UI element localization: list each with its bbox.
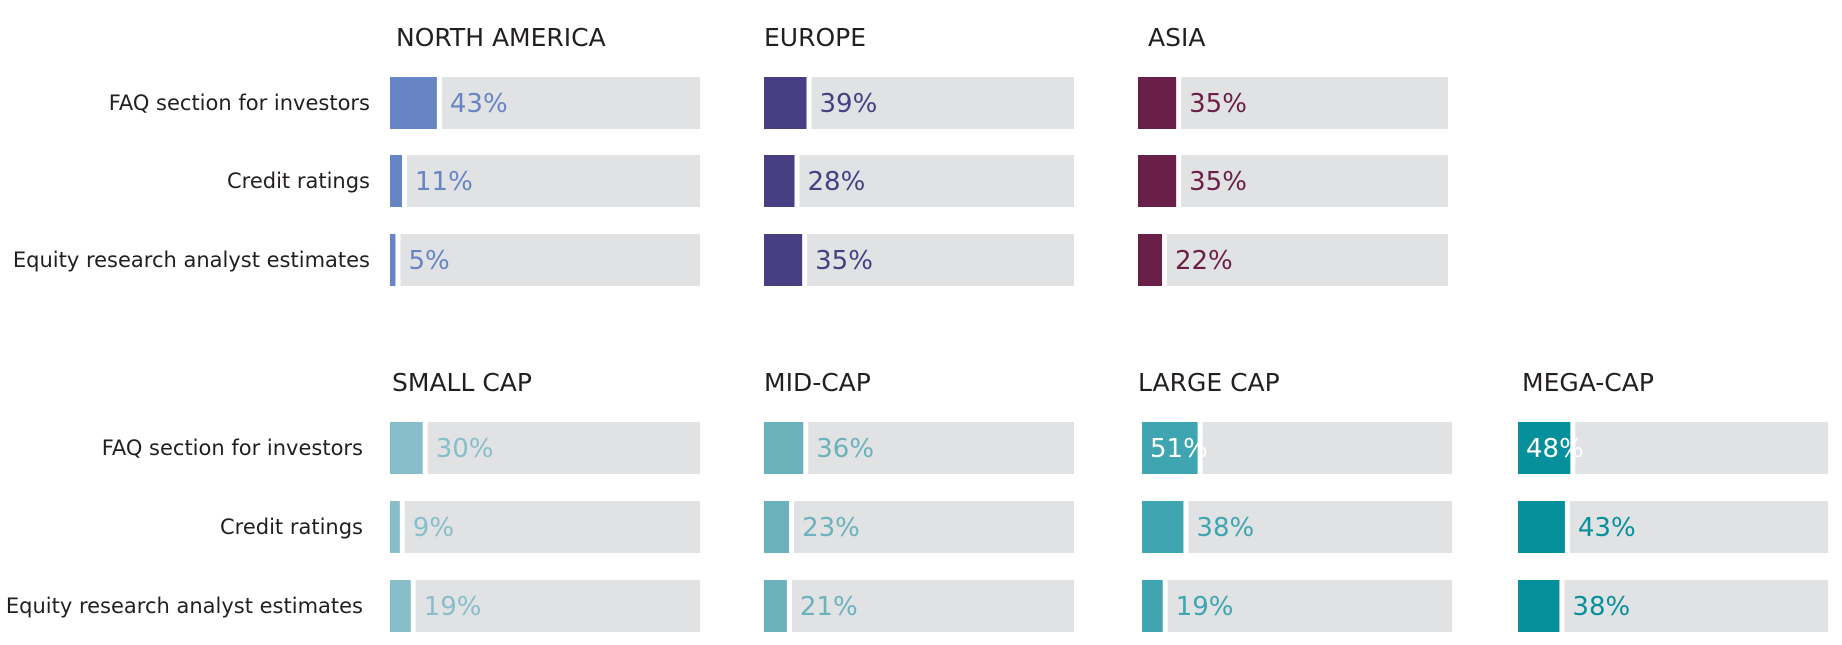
bar: [390, 422, 423, 474]
bar: [764, 77, 807, 129]
bar-value-label: 19%: [1176, 592, 1234, 622]
bar-value-label: 43%: [1578, 513, 1636, 543]
panel-title: SMALL CAP: [392, 368, 532, 397]
bar-track: [1518, 580, 1828, 632]
row-label: Credit ratings: [227, 169, 370, 193]
bar-separator: [1559, 580, 1565, 632]
bar-separator: [802, 234, 808, 286]
panel-title: MEGA-CAP: [1522, 368, 1654, 397]
bar-separator: [395, 234, 401, 286]
bar: [1138, 234, 1162, 286]
bar: [764, 155, 795, 207]
panel-title: LARGE CAP: [1138, 368, 1280, 397]
bar-separator: [1197, 422, 1203, 474]
bar-value-label: 39%: [820, 89, 878, 119]
bar-separator: [422, 422, 428, 474]
bar-value-label: 23%: [802, 513, 860, 543]
bar: [1142, 501, 1184, 553]
bar-track: [1142, 501, 1452, 553]
bar: [390, 580, 411, 632]
panel-title: ASIA: [1148, 23, 1205, 52]
bar-separator: [1176, 77, 1182, 129]
row-label: Equity research analyst estimates: [6, 594, 363, 618]
bar-separator: [786, 580, 792, 632]
bar-value-label: 38%: [1196, 513, 1254, 543]
bar: [764, 422, 804, 474]
bar: [1138, 155, 1177, 207]
bar: [764, 234, 803, 286]
row-label: Equity research analyst estimates: [13, 248, 370, 272]
row-label: Credit ratings: [220, 515, 363, 539]
bar-track: [1138, 155, 1448, 207]
bar-track: [764, 155, 1074, 207]
bar-separator: [1570, 422, 1576, 474]
bar: [390, 155, 402, 207]
bar-track: [390, 234, 700, 286]
bar-value-label: 11%: [415, 167, 473, 197]
bar-separator: [789, 501, 795, 553]
bar-track: [764, 580, 1074, 632]
panel-title: NORTH AMERICA: [396, 23, 606, 52]
bar-track: [764, 501, 1074, 553]
bar-separator: [794, 155, 800, 207]
bar: [1142, 422, 1198, 474]
bar-value-label: 43%: [450, 89, 508, 119]
bar-value-label: 9%: [413, 513, 454, 543]
bar-separator: [806, 77, 812, 129]
bar-value-label: 28%: [808, 167, 866, 197]
bar: [1518, 501, 1565, 553]
bar: [764, 580, 787, 632]
bar-track: [1142, 580, 1452, 632]
bar: [1138, 77, 1177, 129]
bar-separator: [1161, 234, 1167, 286]
bar-value-label: 19%: [424, 592, 482, 622]
panel-title: MID-CAP: [764, 368, 871, 397]
bar-separator: [410, 580, 416, 632]
bar-track: [390, 501, 700, 553]
row-label: FAQ section for investors: [109, 91, 370, 115]
bar-separator: [1183, 501, 1189, 553]
bar-value-label: 22%: [1175, 246, 1233, 276]
bar-track: [764, 422, 1074, 474]
bar-track: [764, 234, 1074, 286]
bar: [1518, 580, 1560, 632]
bar-separator: [401, 155, 407, 207]
bar-separator: [399, 501, 405, 553]
bar-value-label: 21%: [800, 592, 858, 622]
bar: [390, 77, 437, 129]
bar-separator: [436, 77, 442, 129]
bar-track: [390, 155, 700, 207]
bar: [764, 501, 790, 553]
bar-value-label: 36%: [816, 434, 874, 464]
bar: [1518, 422, 1571, 474]
bar-value-label: 30%: [436, 434, 494, 464]
bar-track: [390, 580, 700, 632]
row-label: FAQ section for investors: [102, 436, 363, 460]
bar-value-label: 51%: [1150, 434, 1208, 464]
bar-track: [764, 77, 1074, 129]
bar-value-label: 5%: [408, 246, 449, 276]
bar: [390, 234, 396, 286]
bar-value-label: 35%: [1189, 89, 1247, 119]
bar-separator: [1176, 155, 1182, 207]
bar-value-label: 48%: [1526, 434, 1584, 464]
bar-track: [390, 422, 700, 474]
bar-value-label: 35%: [1189, 167, 1247, 197]
bar-track: [1138, 234, 1448, 286]
bar-value-label: 38%: [1572, 592, 1630, 622]
bar: [1142, 580, 1163, 632]
panel-title: EUROPE: [764, 23, 866, 52]
bar-track: [1138, 77, 1448, 129]
bar-separator: [1162, 580, 1168, 632]
bar-separator: [803, 422, 809, 474]
bar-value-label: 35%: [815, 246, 873, 276]
bar-separator: [1564, 501, 1570, 553]
bar: [390, 501, 400, 553]
